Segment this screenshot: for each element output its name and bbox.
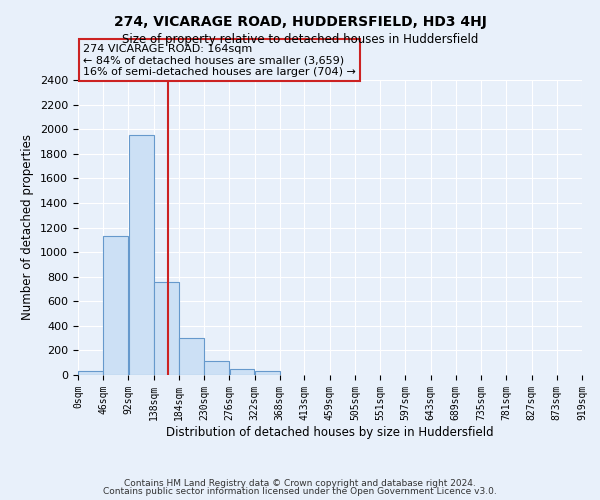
Bar xyxy=(179,338,204,375)
Bar xyxy=(230,370,254,375)
Bar xyxy=(204,362,229,375)
Bar xyxy=(154,282,179,375)
Text: Contains HM Land Registry data © Crown copyright and database right 2024.: Contains HM Land Registry data © Crown c… xyxy=(124,478,476,488)
Text: 274 VICARAGE ROAD: 164sqm
← 84% of detached houses are smaller (3,659)
16% of se: 274 VICARAGE ROAD: 164sqm ← 84% of detac… xyxy=(83,44,356,77)
Bar xyxy=(128,136,154,375)
Text: Contains public sector information licensed under the Open Government Licence v3: Contains public sector information licen… xyxy=(103,487,497,496)
Text: 274, VICARAGE ROAD, HUDDERSFIELD, HD3 4HJ: 274, VICARAGE ROAD, HUDDERSFIELD, HD3 4H… xyxy=(113,15,487,29)
Text: Size of property relative to detached houses in Huddersfield: Size of property relative to detached ho… xyxy=(122,32,478,46)
Bar xyxy=(78,372,103,375)
Bar xyxy=(103,236,128,375)
X-axis label: Distribution of detached houses by size in Huddersfield: Distribution of detached houses by size … xyxy=(166,426,494,438)
Y-axis label: Number of detached properties: Number of detached properties xyxy=(22,134,34,320)
Bar xyxy=(255,372,280,375)
